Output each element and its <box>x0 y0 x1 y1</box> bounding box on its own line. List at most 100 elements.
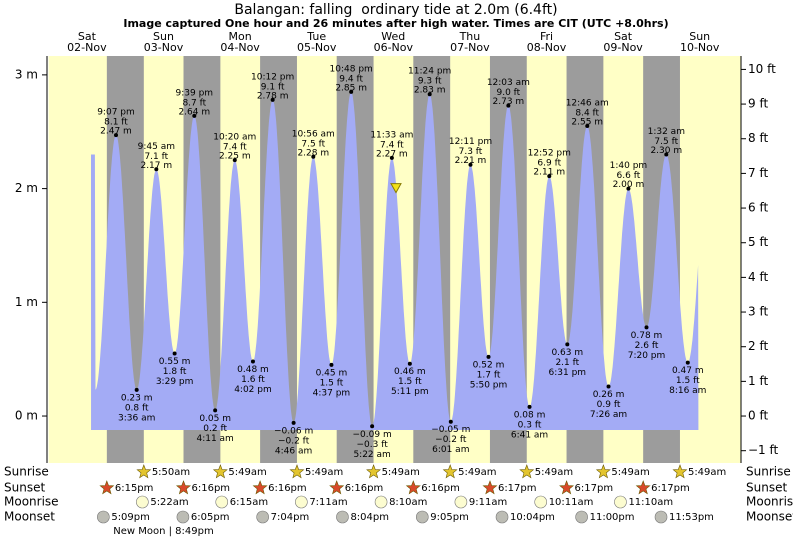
day-date: 03-Nov <box>144 41 184 54</box>
y2-tick-label: 4 ft <box>748 270 768 284</box>
tide-label: 12:03 am <box>487 78 530 88</box>
tide-label: 1:40 pm <box>610 161 648 171</box>
moon-phase: New Moon | 8:49pm <box>113 526 213 537</box>
y2-tick-label: 6 ft <box>748 201 768 215</box>
tide-label: 1.8 ft <box>163 367 187 377</box>
moon-icon <box>374 495 388 509</box>
y2-tick-label: 2 ft <box>748 339 768 353</box>
moonset-time: 11:00pm <box>590 512 635 523</box>
tide-label: 5:11 pm <box>391 387 429 397</box>
day-date: 07-Nov <box>450 41 490 54</box>
tide-label: 7.4 ft <box>223 143 247 153</box>
tide-point <box>506 103 511 108</box>
tide-label: 2.30 m <box>650 146 682 156</box>
moonset-time: 8:04pm <box>350 512 389 523</box>
tide-label: 8.4 ft <box>575 109 599 119</box>
tide-label: 2.21 m <box>455 156 487 166</box>
moonset-time: 10:04pm <box>510 512 555 523</box>
tide-point <box>407 361 412 366</box>
tide-label: 2.00 m <box>613 180 645 190</box>
sunrise-time: 5:49am <box>535 467 573 478</box>
tide-point <box>486 354 491 359</box>
moon-icon <box>415 510 429 524</box>
day-date: 06-Nov <box>374 41 414 54</box>
chart-subtitle: Image captured One hour and 26 minutes a… <box>123 17 668 30</box>
moonrise-time: 10:11am <box>549 497 594 508</box>
sun-icon <box>595 464 611 479</box>
tide-point <box>448 419 453 424</box>
tide-label: 1.5 ft <box>398 377 422 387</box>
row-label: Sunset <box>746 481 787 495</box>
tide-label: 2.1 ft <box>555 358 579 368</box>
tide-label: 11:33 am <box>370 130 413 140</box>
tide-point <box>192 113 197 118</box>
chart-title: Balangan: falling ordinary tide at 2.0m … <box>234 2 557 18</box>
tide-label: 2.73 m <box>493 97 525 107</box>
y-tick-label: 0 m <box>15 409 38 423</box>
tide-label: 1.6 ft <box>241 375 265 385</box>
sun-icon <box>366 464 382 479</box>
sun-icon <box>482 480 498 495</box>
sun-icon <box>175 480 192 495</box>
tide-label: −0.2 ft <box>435 435 467 445</box>
tide-label: −0.2 ft <box>278 436 310 446</box>
tide-label: 2.47 m <box>100 127 132 137</box>
tide-point <box>154 167 159 172</box>
y-tick-label: 3 m <box>15 67 38 81</box>
tide-point <box>270 97 275 102</box>
tide-label: 9:45 am <box>138 142 175 152</box>
moon-icon <box>495 510 509 524</box>
moon-icon <box>614 495 627 509</box>
y2-tick-label: 5 ft <box>748 235 768 249</box>
y2-tick-label: 1 ft <box>748 374 768 388</box>
day-date: 08-Nov <box>527 41 567 54</box>
tide-label: 2.64 m <box>178 107 210 117</box>
day-name: Tue <box>306 30 326 43</box>
tide-point <box>468 162 473 167</box>
tide-label: −0.3 ft <box>356 440 388 450</box>
tide-label: 10:12 pm <box>251 72 294 82</box>
tide-point <box>370 424 375 429</box>
tide-label: 9.1 ft <box>261 82 285 92</box>
moon-icon <box>256 510 269 524</box>
sunset-time: 6:16pm <box>192 483 231 494</box>
day-date: 04-Nov <box>220 41 260 54</box>
moon-icon <box>176 510 190 524</box>
tide-point <box>664 152 669 157</box>
tide-point <box>213 408 218 413</box>
tide-label: 12:52 pm <box>528 149 571 159</box>
sunset-time: 6:16pm <box>268 483 307 494</box>
tide-label: 2.55 m <box>571 118 603 128</box>
moon-icon <box>136 495 149 509</box>
y2-tick-label: 0 ft <box>748 409 768 423</box>
tide-label: 2.28 m <box>297 148 329 158</box>
tide-label: 0.2 ft <box>203 424 227 434</box>
sun-icon <box>672 464 688 479</box>
moonrise-time: 8:10am <box>389 497 427 508</box>
tide-label: 2.17 m <box>140 161 172 171</box>
tide-label: 2.83 m <box>414 86 446 96</box>
tide-label: 1:32 am <box>648 127 685 137</box>
tide-point <box>389 155 394 160</box>
sun-icon <box>136 464 152 479</box>
tide-label: 0.08 m <box>514 410 546 420</box>
tide-label: 7:20 pm <box>628 351 666 361</box>
y-tick-label: 2 m <box>15 181 38 195</box>
day-name: Sat <box>78 30 97 43</box>
tide-label: −0.05 m <box>431 425 470 435</box>
tide-label: 0.78 m <box>631 331 663 341</box>
tide-label: 8.7 ft <box>182 98 206 108</box>
tide-label: 4:37 pm <box>313 388 351 398</box>
tide-label: 6.9 ft <box>537 159 561 169</box>
tide-point <box>311 154 316 159</box>
tide-label: 1.7 ft <box>477 370 501 380</box>
sun-icon <box>635 480 651 495</box>
day-date: 09-Nov <box>603 41 643 54</box>
sunrise-time: 5:49am <box>305 467 343 478</box>
tide-point <box>565 342 570 347</box>
tide-point <box>291 420 296 425</box>
y2-tick-label: 9 ft <box>748 97 768 111</box>
sunrise-time: 5:49am <box>382 467 420 478</box>
tide-point <box>134 387 139 392</box>
sunrise-time: 5:49am <box>458 467 496 478</box>
